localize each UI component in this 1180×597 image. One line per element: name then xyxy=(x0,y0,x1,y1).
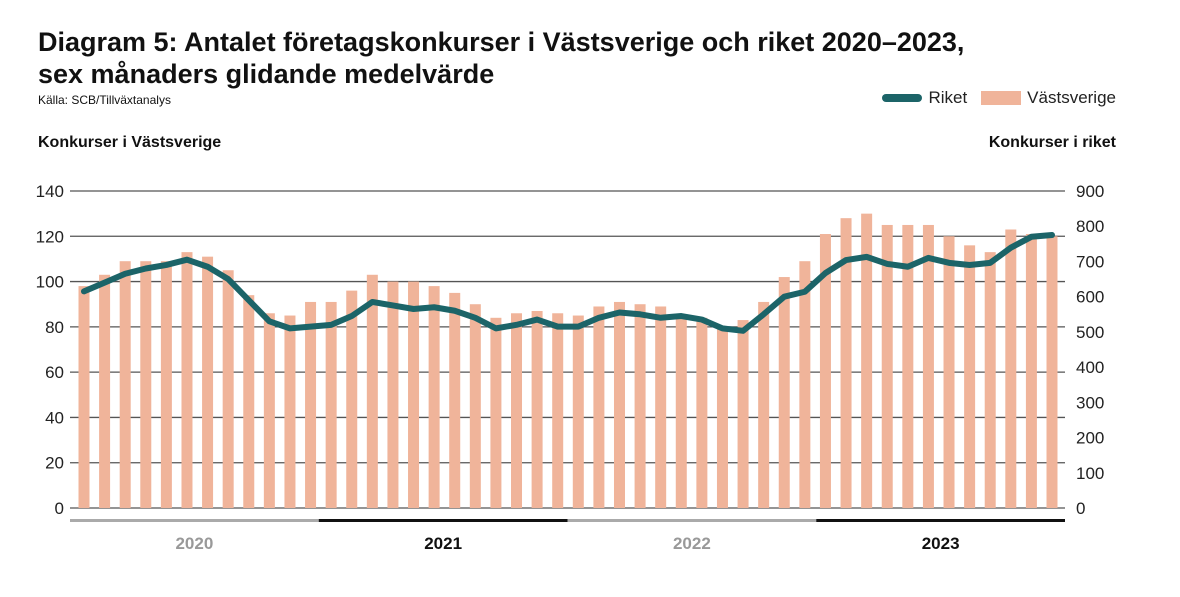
left-tick-label: 0 xyxy=(55,499,64,518)
legend-swatch-vastsverige xyxy=(981,91,1022,105)
right-tick-label: 800 xyxy=(1076,217,1104,236)
source-note: Källa: SCB/Tillväxtanalys xyxy=(38,93,171,107)
bar-vastsverige xyxy=(346,290,358,508)
bar-vastsverige xyxy=(613,301,625,508)
bar-vastsverige xyxy=(305,301,317,508)
year-band xyxy=(816,519,1065,522)
title-line-1: Diagram 5: Antalet företagskonkurser i V… xyxy=(38,27,965,57)
bar-vastsverige xyxy=(840,218,852,508)
bar-vastsverige xyxy=(78,286,90,508)
legend-label: Riket xyxy=(928,88,968,107)
bar-vastsverige xyxy=(366,274,378,508)
left-axis-title: Konkurser i Västsverige xyxy=(38,134,222,151)
year-label: 2022 xyxy=(673,534,711,553)
left-tick-label: 20 xyxy=(45,454,64,473)
bar-vastsverige xyxy=(902,224,914,508)
legend-item-riket: Riket xyxy=(882,88,967,108)
bar-vastsverige xyxy=(593,306,605,508)
bar-vastsverige xyxy=(716,326,728,508)
left-tick-label: 40 xyxy=(45,408,64,427)
year-label: 2020 xyxy=(175,534,213,553)
legend: Riket Västsverige xyxy=(882,88,1116,108)
bar-vastsverige xyxy=(861,213,873,508)
bar-vastsverige xyxy=(799,261,811,508)
legend-item-vastsverige: Västsverige xyxy=(981,88,1116,108)
bar-vastsverige xyxy=(696,317,708,508)
bar-vastsverige xyxy=(511,313,523,508)
bar-vastsverige xyxy=(737,320,749,508)
bar-vastsverige xyxy=(964,245,976,509)
bar-vastsverige xyxy=(243,295,255,508)
bar-vastsverige xyxy=(428,286,440,508)
chart-title: Diagram 5: Antalet företagskonkurser i V… xyxy=(38,26,1088,90)
title-line-2: sex månaders glidande medelvärde xyxy=(38,59,495,89)
bar-vastsverige xyxy=(325,301,337,508)
bar-vastsverige xyxy=(819,234,831,508)
bar-vastsverige xyxy=(99,274,111,508)
left-tick-label: 100 xyxy=(36,273,64,292)
right-tick-label: 600 xyxy=(1076,288,1104,307)
year-label: 2021 xyxy=(424,534,462,553)
bar-vastsverige xyxy=(655,306,667,508)
right-axis-title: Konkurser i riket xyxy=(988,134,1116,151)
bar-vastsverige xyxy=(572,315,584,508)
bar-vastsverige xyxy=(222,270,234,508)
bar-vastsverige xyxy=(408,281,420,508)
left-tick-label: 140 xyxy=(36,182,64,201)
right-tick-label: 300 xyxy=(1076,393,1104,412)
bar-vastsverige xyxy=(758,301,770,508)
right-tick-label: 100 xyxy=(1076,464,1104,483)
bar-vastsverige xyxy=(778,277,790,508)
bar-vastsverige xyxy=(675,315,687,508)
bar-vastsverige xyxy=(1025,234,1037,508)
bar-vastsverige xyxy=(552,313,564,508)
bar-vastsverige xyxy=(1046,236,1058,509)
right-tick-label: 0 xyxy=(1076,499,1085,518)
right-tick-label: 500 xyxy=(1076,323,1104,342)
year-band xyxy=(567,519,817,522)
bar-vastsverige xyxy=(387,281,399,508)
bar-vastsverige xyxy=(490,317,502,508)
bar-vastsverige xyxy=(881,224,893,508)
left-tick-label: 80 xyxy=(45,318,64,337)
bar-vastsverige xyxy=(943,236,955,509)
bar-vastsverige xyxy=(263,313,275,508)
bar-vastsverige xyxy=(140,261,152,508)
legend-label: Västsverige xyxy=(1027,88,1116,107)
right-tick-label: 700 xyxy=(1076,252,1104,271)
bar-vastsverige xyxy=(1005,229,1017,508)
year-band xyxy=(318,519,568,522)
left-tick-label: 120 xyxy=(36,227,64,246)
bar-vastsverige xyxy=(202,256,214,508)
left-tick-label: 60 xyxy=(45,363,64,382)
right-tick-label: 900 xyxy=(1076,182,1104,201)
bar-vastsverige xyxy=(922,224,934,508)
bar-vastsverige xyxy=(284,315,296,508)
bar-vastsverige xyxy=(449,292,461,508)
bar-vastsverige xyxy=(160,261,172,508)
bar-vastsverige xyxy=(634,304,646,508)
bar-vastsverige xyxy=(469,304,481,508)
right-tick-label: 400 xyxy=(1076,358,1104,377)
legend-swatch-riket xyxy=(882,94,923,102)
bar-vastsverige xyxy=(181,252,193,508)
bar-vastsverige xyxy=(531,311,543,508)
year-band xyxy=(70,519,319,522)
bar-vastsverige xyxy=(119,261,131,508)
right-tick-label: 200 xyxy=(1076,429,1104,448)
year-label: 2023 xyxy=(922,534,960,553)
line-riket xyxy=(81,232,1055,334)
bar-vastsverige xyxy=(984,252,996,508)
